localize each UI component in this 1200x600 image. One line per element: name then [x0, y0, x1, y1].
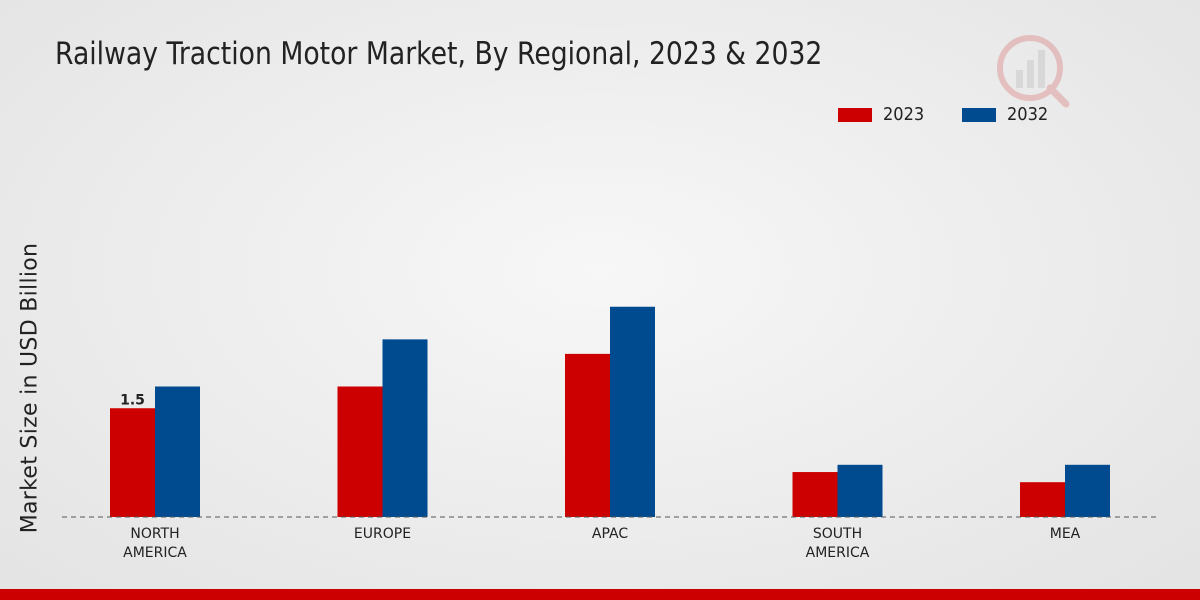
x-tick-label: EUROPE — [354, 526, 411, 542]
labels-layer: NORTH AMERICA EUROPE APAC SOUTH AMERICA MEA 1.5 — [120, 392, 1081, 561]
legend-label-2023: 2023 — [883, 104, 925, 125]
bar-2023-apac — [565, 353, 610, 517]
legend-swatch-2032 — [961, 107, 996, 122]
bar-2032-north-america — [155, 386, 200, 517]
bottom-accent-bar — [0, 589, 1200, 600]
legend-item-2023: 2023 — [838, 104, 929, 125]
bar-2023-europe — [337, 386, 383, 517]
legend-label-2032: 2032 — [1006, 104, 1049, 125]
legend-item-2032: 2032 — [961, 104, 1053, 125]
bar-2032-mea — [1065, 464, 1110, 517]
data-label: 1.5 — [120, 392, 145, 408]
legend-swatch-2023 — [838, 107, 872, 122]
bar-2032-europe — [382, 339, 428, 517]
legend: 2023 2032 — [838, 104, 1086, 125]
x-tick-label: MEA — [1050, 526, 1081, 542]
x-tick-label: APAC — [592, 526, 628, 542]
bars-layer — [110, 306, 1110, 517]
x-tick-label: SOUTH AMERICA — [806, 526, 870, 561]
bar-2032-apac — [610, 306, 655, 517]
x-tick-label: NORTH AMERICA — [123, 526, 187, 561]
bar-2023-mea — [1020, 482, 1065, 517]
bar-2032-south-america — [837, 464, 883, 517]
bar-2023-south-america — [792, 472, 838, 517]
chart-title: Railway Traction Motor Market, By Region… — [55, 36, 823, 72]
bar-2023-north-america — [110, 408, 155, 517]
watermark-logo-icon — [997, 35, 1070, 108]
